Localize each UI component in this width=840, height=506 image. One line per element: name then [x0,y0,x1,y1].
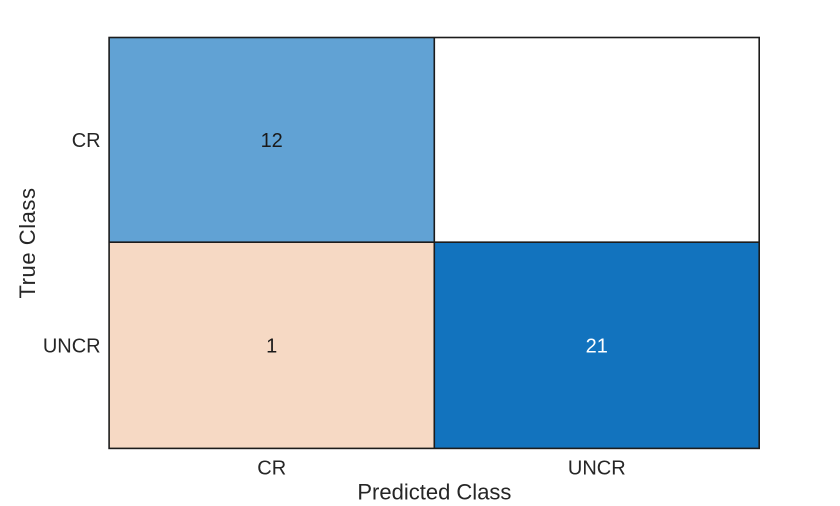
svg-text:21: 21 [586,336,608,358]
svg-text:CR: CR [72,130,101,152]
svg-text:1: 1 [266,336,277,358]
svg-text:True Class: True Class [15,187,40,298]
svg-text:UNCR: UNCR [43,336,101,358]
svg-text:Predicted Class: Predicted Class [357,480,511,505]
svg-text:UNCR: UNCR [568,458,626,480]
svg-text:12: 12 [261,130,283,152]
svg-text:CR: CR [257,458,286,480]
